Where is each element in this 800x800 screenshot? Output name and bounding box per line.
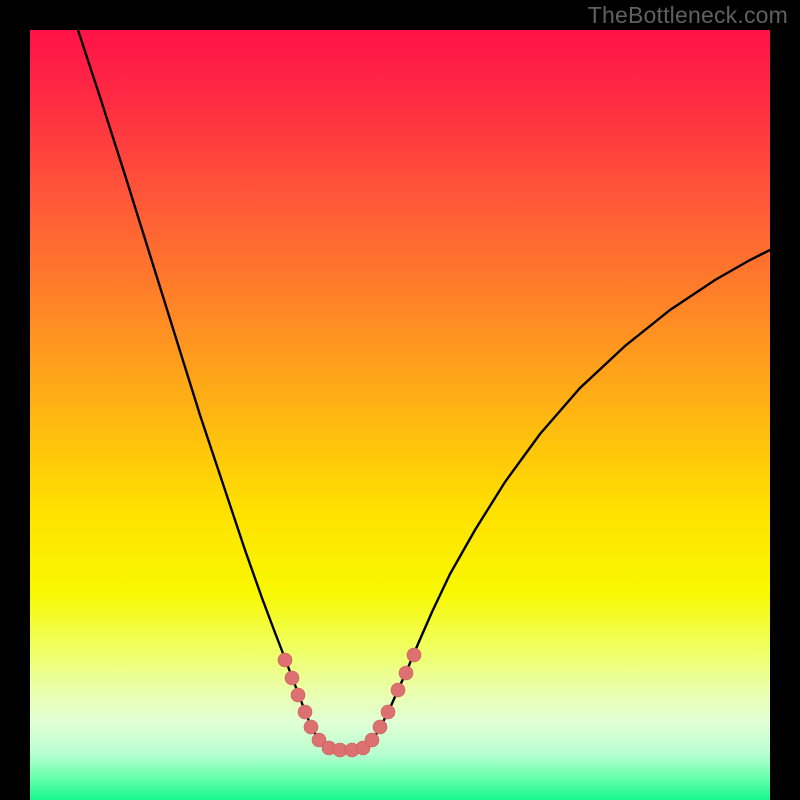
curve-marker bbox=[407, 648, 421, 662]
bottleneck-chart bbox=[30, 30, 770, 800]
curve-marker bbox=[365, 733, 379, 747]
curve-marker bbox=[291, 688, 305, 702]
curve-marker bbox=[304, 720, 318, 734]
curve-marker bbox=[285, 671, 299, 685]
curve-marker bbox=[373, 720, 387, 734]
watermark-text: TheBottleneck.com bbox=[588, 2, 788, 29]
curve-marker bbox=[278, 653, 292, 667]
curve-marker bbox=[298, 705, 312, 719]
curve-marker bbox=[399, 666, 413, 680]
curve-marker bbox=[391, 683, 405, 697]
curve-marker bbox=[381, 705, 395, 719]
